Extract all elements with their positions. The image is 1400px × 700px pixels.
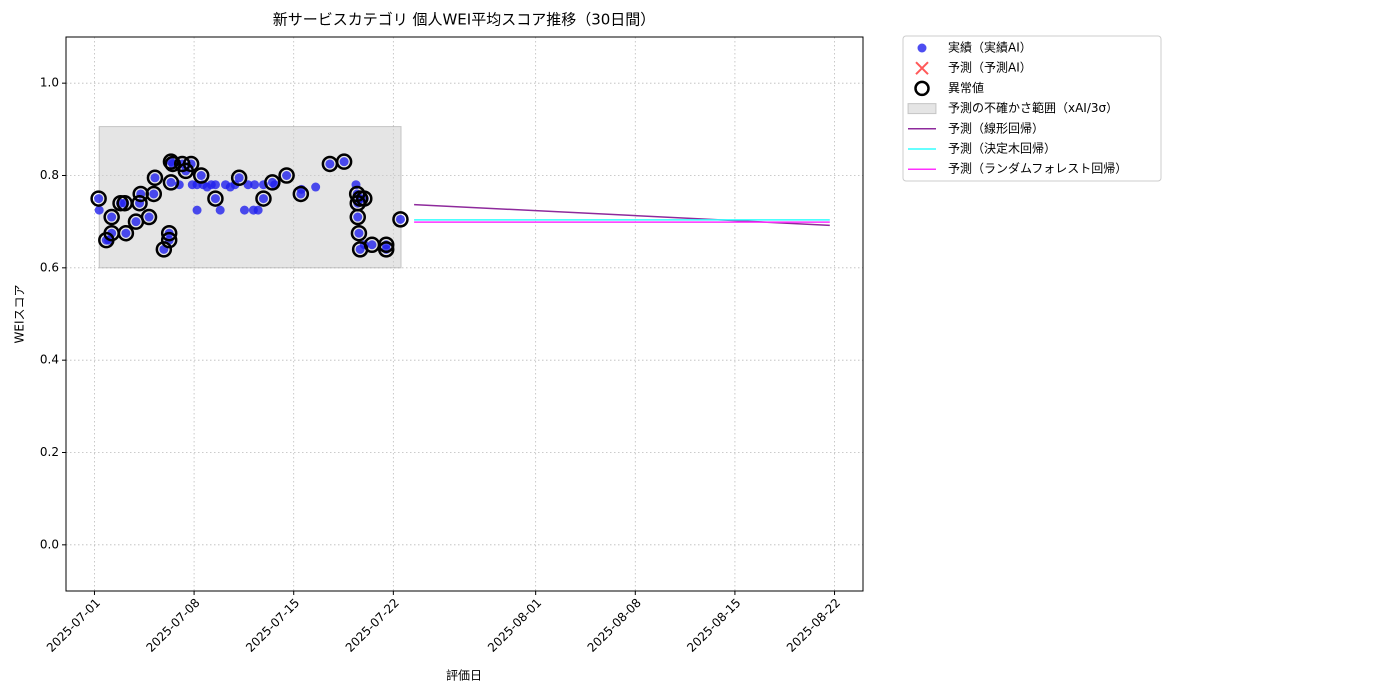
anomaly-marker: [131, 194, 148, 212]
actual-point: [353, 212, 363, 222]
x-tick-label: 2025-08-22: [784, 596, 843, 655]
legend-swatch: [914, 80, 930, 97]
anomaly-marker: [117, 224, 135, 242]
actual-point: [107, 212, 117, 222]
actual-point: [250, 180, 260, 190]
actual-point: [395, 214, 405, 224]
x-tick-label: 2025-08-01: [485, 596, 544, 655]
anomaly-marker: [140, 208, 158, 226]
actual-point: [325, 159, 335, 169]
actual-point: [210, 194, 220, 204]
legend-swatch: [917, 43, 927, 53]
anomaly-marker: [356, 190, 373, 207]
actual-point: [258, 194, 268, 204]
x-tick-label: 2025-08-15: [684, 596, 743, 655]
anomaly-marker: [264, 174, 281, 191]
legend-label: 予測（ランダムフォレスト回帰）: [948, 161, 1127, 176]
anomaly-marker: [160, 224, 178, 242]
actual-point: [94, 194, 104, 204]
anomaly-marker: [103, 208, 120, 226]
x-tick-label: 2025-08-08: [585, 596, 644, 655]
legend-label: 予測（線形回帰）: [948, 120, 1044, 135]
actual-point: [196, 171, 206, 180]
legend-label: 予測（予測AI）: [948, 61, 1032, 75]
anomaly-marker: [182, 155, 200, 173]
anomaly-marker: [278, 167, 295, 184]
actual-point: [144, 212, 154, 222]
actual-point: [234, 173, 244, 183]
anomaly-marker: [164, 155, 181, 173]
x-tick-label: 2025-07-15: [243, 596, 302, 655]
anomaly-marker: [160, 231, 178, 249]
y-tick-label: 0.4: [40, 353, 59, 367]
anomaly-marker: [207, 190, 224, 207]
y-axis-label: WEIスコア: [13, 285, 27, 344]
actual-point: [354, 228, 364, 238]
anomaly-marker: [146, 169, 164, 187]
plot-frame: [65, 36, 864, 592]
actual-point: [121, 228, 131, 238]
actual-point: [150, 173, 160, 183]
anomaly-marker: [90, 190, 107, 207]
legend-swatch: [907, 103, 937, 115]
anomaly-marker: [162, 153, 180, 170]
anomaly-marker: [349, 208, 367, 226]
x-tick-label: 2025-07-01: [44, 596, 103, 655]
legend-label: 予測（決定木回帰）: [948, 141, 1056, 156]
anomaly-marker: [377, 241, 395, 258]
anomaly-marker: [145, 185, 163, 203]
actual-point: [131, 217, 141, 227]
actual-point: [282, 171, 292, 180]
x-axis-label: 評価日: [446, 668, 482, 683]
y-tick-label: 0.8: [40, 168, 59, 182]
anomaly-marker: [162, 174, 180, 191]
anomaly-marker: [255, 190, 272, 207]
actual-point: [215, 205, 225, 215]
anomaly-marker: [392, 211, 409, 228]
anomaly-marker: [292, 185, 310, 203]
anomaly-marker: [377, 236, 395, 253]
anomaly-marker: [230, 169, 248, 187]
actual-point: [210, 180, 220, 190]
legend-swatch: [915, 61, 929, 75]
actual-point: [94, 205, 104, 215]
chart-title: 新サービスカテゴリ 個人WEI平均スコア推移（30日間）: [273, 11, 656, 29]
actual-point: [192, 205, 202, 215]
actual-point: [339, 157, 349, 167]
actual-point: [367, 240, 377, 250]
legend-label: 異常値: [948, 80, 984, 95]
anomaly-marker: [350, 224, 368, 242]
y-tick-label: 0.6: [40, 260, 59, 274]
actual-point: [149, 189, 159, 199]
actual-point: [239, 205, 249, 215]
actual-point: [166, 177, 176, 187]
legend-label: 実績（実績AI）: [948, 40, 1032, 55]
anomaly-marker: [192, 167, 210, 184]
legend-box: [902, 35, 1162, 182]
legend-label: 予測の不確かさ範囲（xAI/3σ）: [948, 100, 1118, 115]
x-tick-label: 2025-07-08: [143, 596, 202, 655]
x-tick-label: 2025-07-22: [343, 596, 402, 655]
actual-point: [311, 182, 321, 192]
actual-point: [107, 228, 117, 238]
anomaly-marker: [335, 153, 353, 170]
actual-point: [253, 205, 263, 215]
y-tick-label: 0.0: [40, 537, 59, 551]
y-tick-label: 1.0: [40, 76, 59, 90]
y-tick-label: 0.2: [40, 445, 59, 459]
